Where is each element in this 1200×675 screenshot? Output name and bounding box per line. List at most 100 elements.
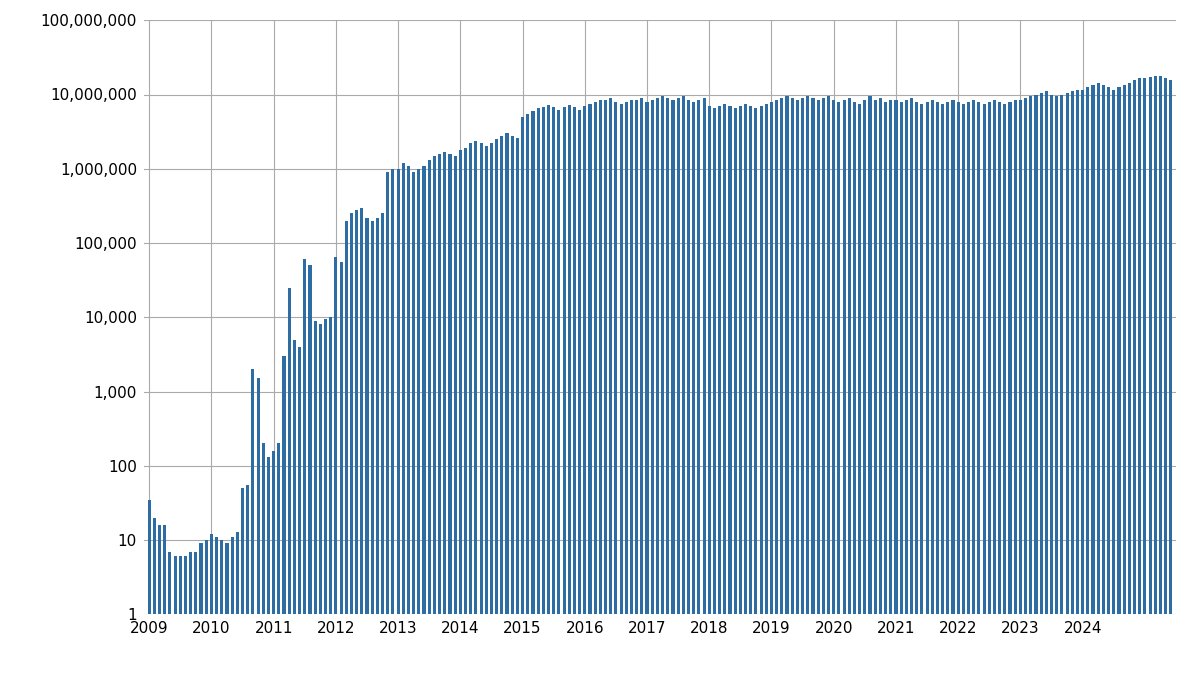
Bar xyxy=(708,106,710,675)
Bar xyxy=(1133,80,1136,675)
Bar xyxy=(376,217,379,675)
Bar xyxy=(464,148,467,675)
Bar xyxy=(682,96,685,675)
Bar xyxy=(672,100,674,675)
Bar xyxy=(811,98,815,675)
Bar xyxy=(992,100,996,675)
Bar xyxy=(599,100,602,675)
Bar xyxy=(210,534,212,675)
Bar xyxy=(594,102,596,675)
Bar xyxy=(1159,76,1162,675)
Bar xyxy=(458,150,462,675)
Bar xyxy=(677,98,679,675)
Bar xyxy=(469,143,473,675)
Bar xyxy=(578,110,581,675)
Bar xyxy=(396,169,400,675)
Bar xyxy=(1050,95,1054,675)
Bar xyxy=(184,556,187,675)
Bar xyxy=(496,139,498,675)
Bar xyxy=(324,319,328,675)
Bar xyxy=(931,100,934,675)
Bar xyxy=(786,96,788,675)
Bar xyxy=(443,152,446,675)
Bar xyxy=(817,100,820,675)
Bar xyxy=(427,160,431,675)
Bar xyxy=(749,106,752,675)
Bar xyxy=(858,104,862,675)
Bar xyxy=(1081,90,1085,675)
Bar xyxy=(988,102,991,675)
Bar xyxy=(822,98,824,675)
Bar xyxy=(215,537,218,675)
Bar xyxy=(838,102,840,675)
Bar xyxy=(832,100,835,675)
Bar xyxy=(869,96,871,675)
Bar xyxy=(744,104,748,675)
Bar xyxy=(557,110,560,675)
Bar xyxy=(650,100,654,675)
Bar xyxy=(1003,104,1007,675)
Bar xyxy=(686,100,690,675)
Bar xyxy=(583,106,587,675)
Bar xyxy=(246,485,250,675)
Bar xyxy=(739,106,742,675)
Bar xyxy=(541,107,545,675)
Bar xyxy=(168,551,172,675)
Bar xyxy=(438,154,442,675)
Bar xyxy=(552,107,556,675)
Bar xyxy=(692,102,695,675)
Bar xyxy=(1128,82,1130,675)
Bar xyxy=(920,104,924,675)
Bar xyxy=(956,102,960,675)
Bar xyxy=(527,114,529,675)
Bar xyxy=(391,169,395,675)
Bar xyxy=(412,172,415,675)
Bar xyxy=(661,96,664,675)
Bar xyxy=(1102,85,1105,675)
Bar xyxy=(977,102,980,675)
Bar xyxy=(516,138,518,675)
Bar xyxy=(360,208,364,675)
Bar xyxy=(572,107,576,675)
Bar xyxy=(344,221,348,675)
Bar xyxy=(293,340,296,675)
Bar xyxy=(770,102,773,675)
Bar xyxy=(1024,98,1027,675)
Bar xyxy=(1144,78,1146,675)
Bar xyxy=(910,98,913,675)
Bar xyxy=(568,105,571,675)
Bar xyxy=(1039,93,1043,675)
Bar xyxy=(791,98,793,675)
Bar xyxy=(630,100,634,675)
Bar xyxy=(702,98,706,675)
Bar xyxy=(1034,95,1038,675)
Bar xyxy=(407,165,410,675)
Bar xyxy=(697,100,701,675)
Bar xyxy=(1097,82,1099,675)
Bar xyxy=(454,156,457,675)
Bar xyxy=(656,98,659,675)
Bar xyxy=(900,102,902,675)
Bar xyxy=(724,104,726,675)
Bar xyxy=(1169,80,1172,675)
Bar xyxy=(1122,85,1126,675)
Bar xyxy=(878,98,882,675)
Bar xyxy=(1112,90,1115,675)
Bar xyxy=(947,102,949,675)
Bar xyxy=(277,443,281,675)
Bar xyxy=(402,163,404,675)
Bar xyxy=(272,451,275,675)
Bar xyxy=(1030,96,1032,675)
Bar xyxy=(1055,96,1058,675)
Bar xyxy=(485,146,488,675)
Bar xyxy=(288,288,290,675)
Bar xyxy=(905,100,908,675)
Bar xyxy=(1008,102,1012,675)
Bar xyxy=(802,98,804,675)
Bar xyxy=(775,100,779,675)
Bar xyxy=(641,98,643,675)
Bar xyxy=(625,102,628,675)
Bar xyxy=(313,321,317,675)
Bar xyxy=(174,556,176,675)
Bar xyxy=(474,140,478,675)
